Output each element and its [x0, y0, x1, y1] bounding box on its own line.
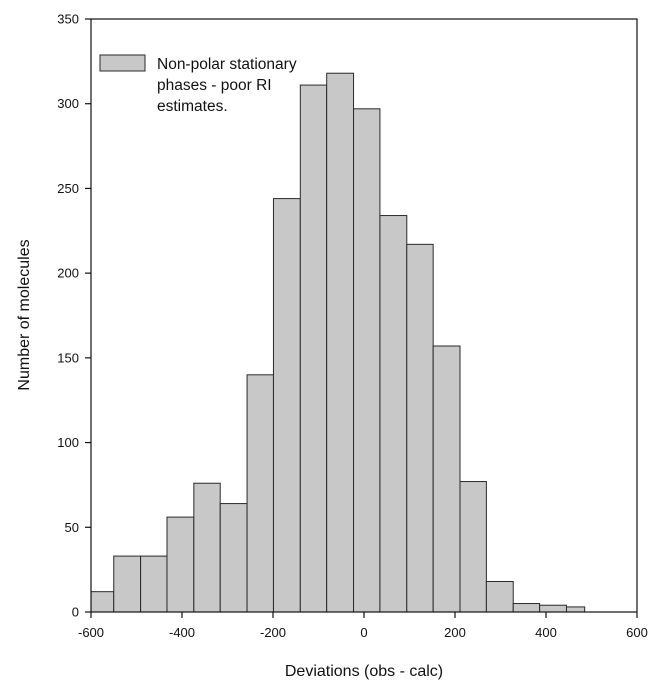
- axes-layer: -600 -400 -200 0 200 400 600 0 50 100 150 200 250 300…: [57, 12, 648, 641]
- legend-text-line-1: Non-polar stationary: [157, 56, 297, 73]
- x-tick-label-5: 400: [535, 625, 557, 640]
- y-tick-label-1: 50: [65, 520, 79, 535]
- x-tick-label-2: -200: [260, 625, 286, 640]
- histogram-bar-10: [353, 108, 381, 613]
- histogram-bar-18: [565, 606, 586, 613]
- y-tick-label-3: 150: [57, 350, 79, 365]
- y-tick-label-0: 0: [72, 605, 79, 620]
- histogram-bar-12: [406, 243, 434, 613]
- y-tick-label-6: 300: [57, 96, 79, 111]
- histogram-bar-16: [512, 603, 541, 613]
- histogram-bar-14: [459, 481, 487, 613]
- y-tick-label-2: 100: [57, 435, 79, 450]
- histogram-bar-2: [140, 555, 168, 613]
- x-tick-label-3: 0: [360, 625, 367, 640]
- histogram-bar-11: [379, 215, 408, 613]
- histogram-bar-1: [113, 555, 142, 613]
- x-axis-title: Deviations (obs - calc): [285, 663, 443, 680]
- x-tick-label-6: 600: [626, 625, 648, 640]
- legend-text-line-3: estimates.: [157, 98, 228, 115]
- histogram-bar-8: [299, 84, 328, 613]
- legend-text-line-2: phases - poor RI: [157, 77, 272, 94]
- histogram-bar-7: [272, 198, 301, 613]
- y-tick-label-5: 250: [57, 181, 79, 196]
- histogram-bar-3: [166, 516, 195, 613]
- x-tick-label-0: -600: [78, 625, 104, 640]
- histogram-bar-0: [90, 591, 115, 613]
- x-tick-label-4: 200: [444, 625, 466, 640]
- y-tick-label-4: 200: [57, 266, 79, 281]
- y-tick-label-7: 350: [57, 12, 79, 27]
- x-tick-label-1: -400: [169, 625, 195, 640]
- y-axis-title: Number of molecules: [16, 239, 33, 390]
- histogram-bar-13: [432, 345, 461, 613]
- histogram-bar-6: [246, 374, 274, 613]
- bars-layer: [90, 72, 586, 613]
- histogram-bar-17: [539, 604, 567, 613]
- legend: Non-polar stationary phases - poor RI es…: [99, 54, 297, 115]
- histogram-bar-5: [219, 503, 248, 613]
- histogram-bar-9: [326, 72, 355, 613]
- histogram-bar-15: [485, 581, 514, 613]
- legend-swatch: [99, 54, 146, 72]
- histogram-bar-4: [193, 482, 221, 613]
